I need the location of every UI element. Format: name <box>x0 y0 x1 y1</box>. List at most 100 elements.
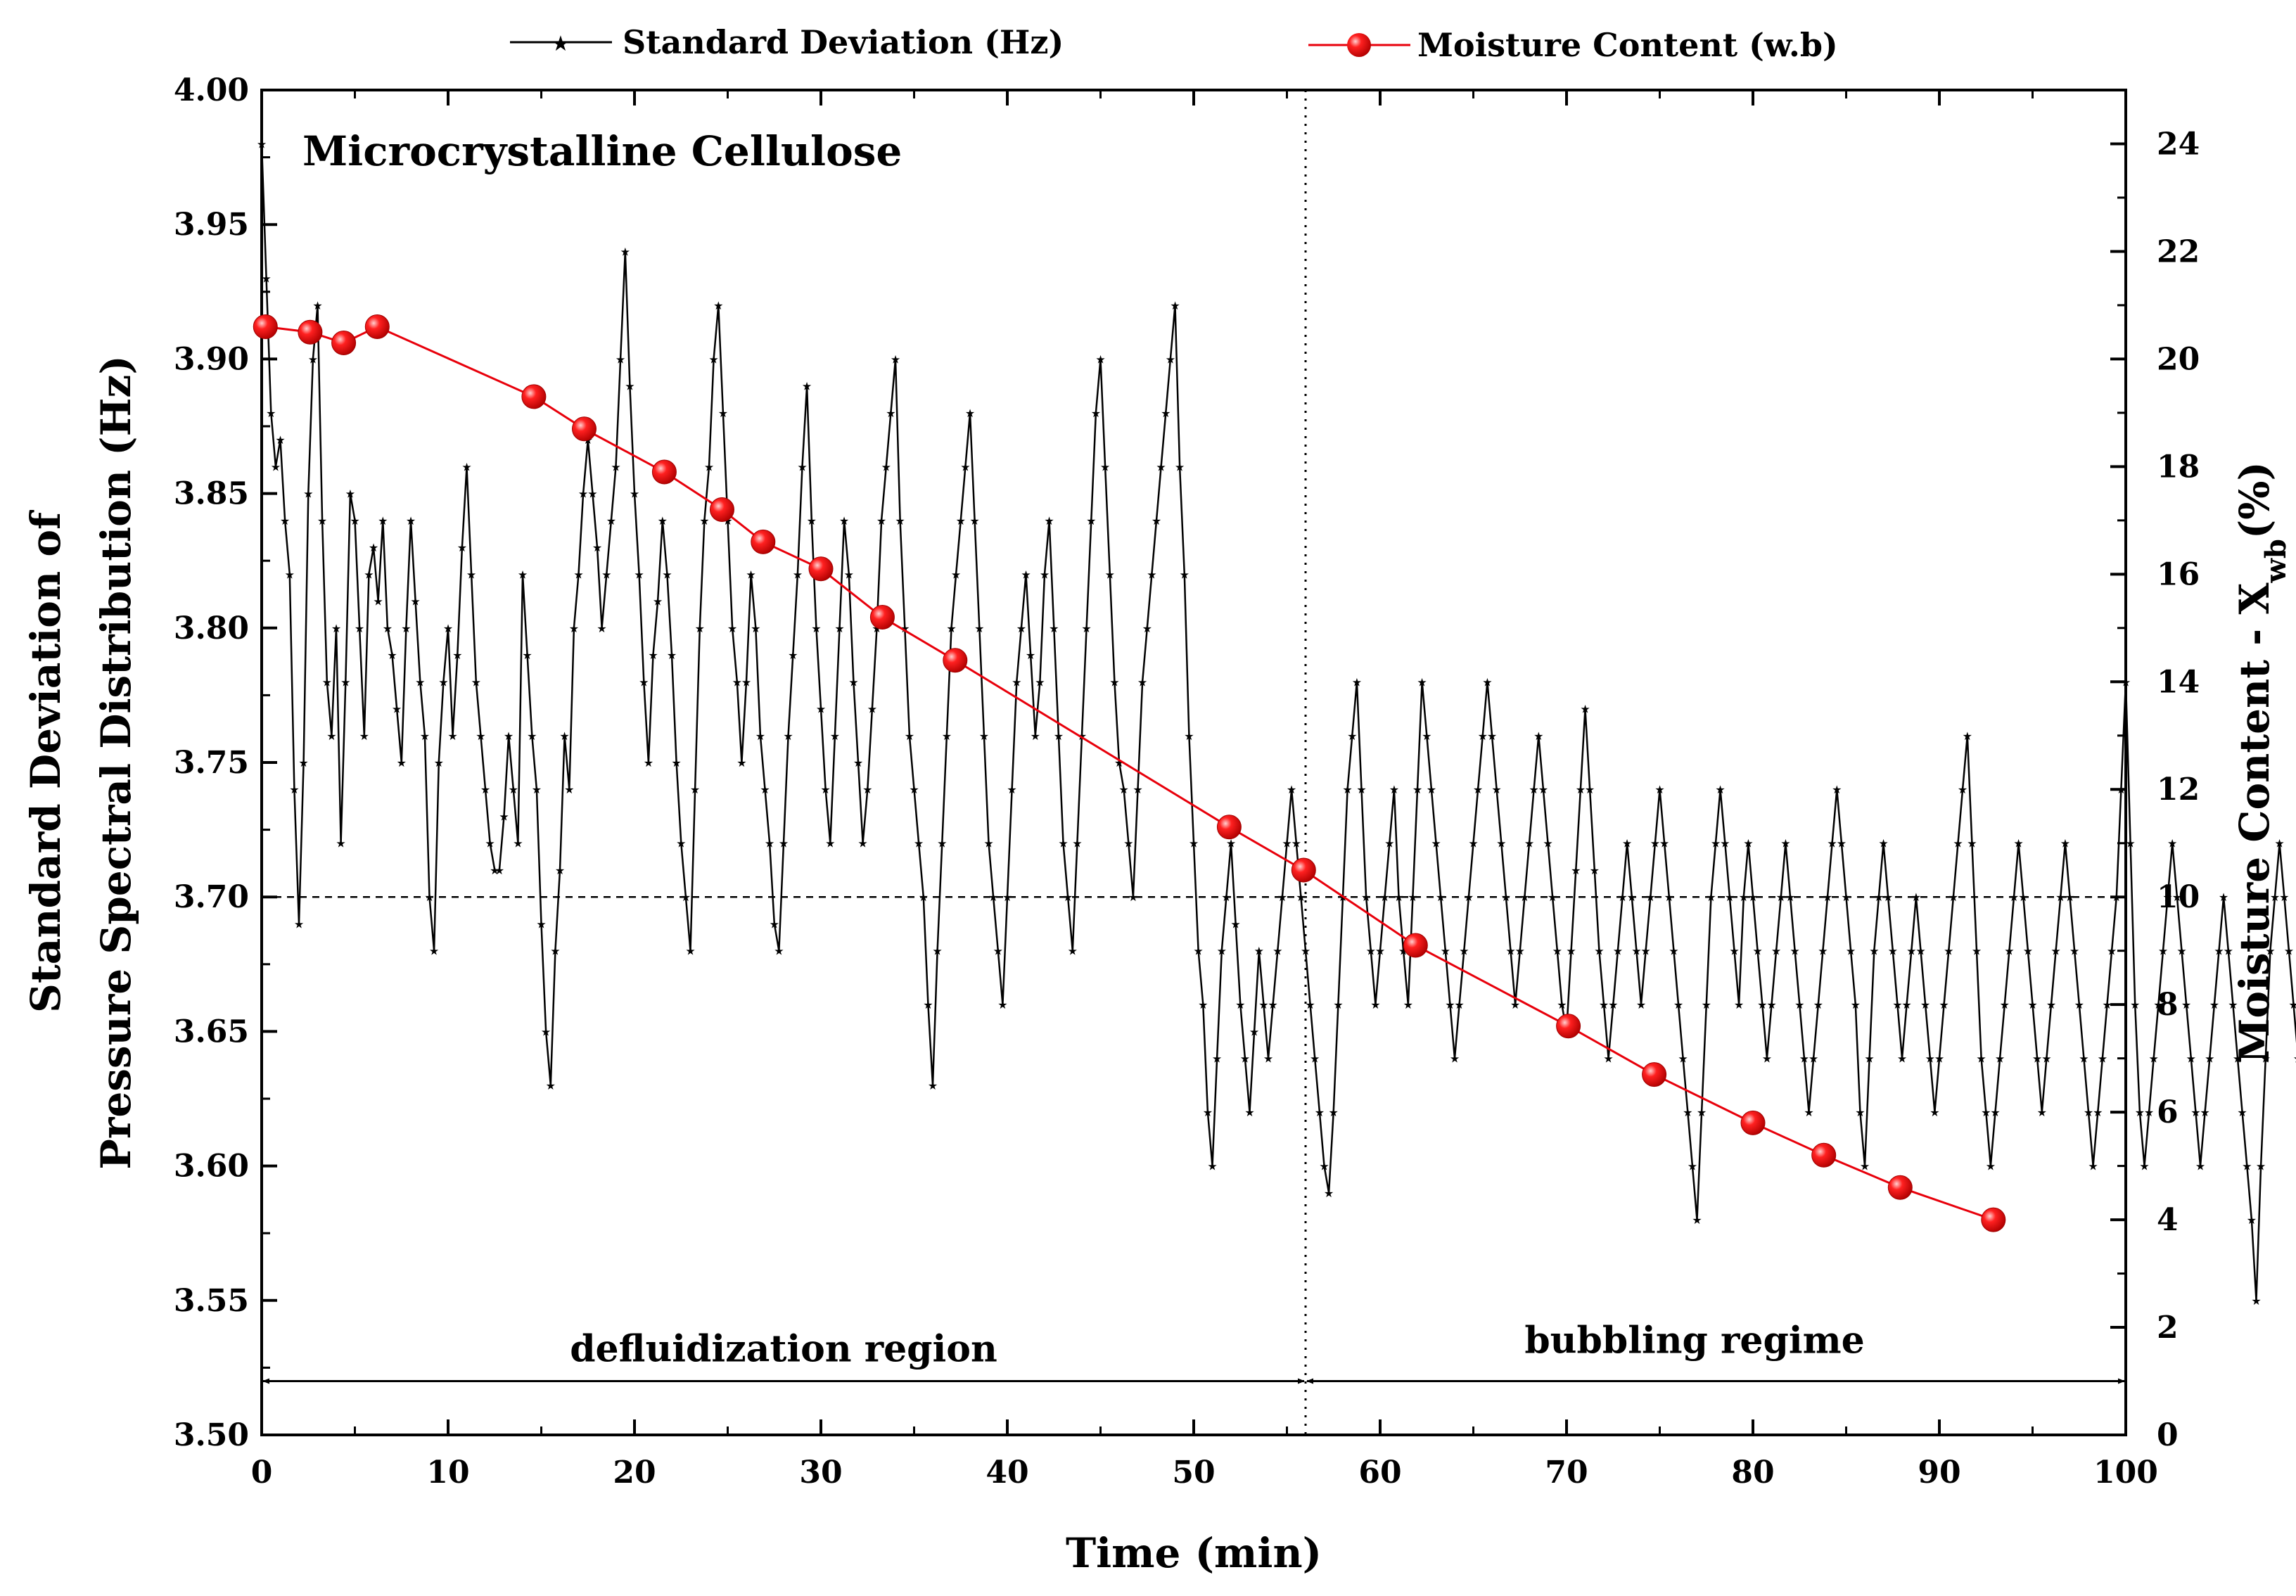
std-dev-point: ★ <box>765 837 774 850</box>
std-dev-point: ★ <box>891 352 900 366</box>
series-moisture-content <box>253 314 2006 1232</box>
std-dev-point: ★ <box>2046 998 2056 1011</box>
std-dev-point: ★ <box>1175 460 1185 473</box>
std-dev-point: ★ <box>639 675 649 689</box>
std-dev-point: ★ <box>1944 945 1953 958</box>
std-dev-point: ★ <box>1021 568 1031 581</box>
std-dev-point: ★ <box>2256 1160 2266 1173</box>
std-dev-point: ★ <box>956 514 966 528</box>
std-dev-point: ★ <box>895 514 905 528</box>
std-dev-point: ★ <box>555 864 565 877</box>
std-dev-point: ★ <box>499 810 509 824</box>
std-dev-point: ★ <box>746 568 755 581</box>
std-dev-point: ★ <box>1301 945 1310 958</box>
std-dev-point: ★ <box>1790 945 1799 958</box>
std-dev-point: ★ <box>685 945 695 958</box>
std-dev-point: ★ <box>2200 1106 2209 1119</box>
y-right-tick-label: 14 <box>2157 664 2200 700</box>
std-dev-point: ★ <box>1533 729 1543 743</box>
std-dev-point: ★ <box>2107 945 2117 958</box>
std-dev-point: ★ <box>1981 1106 1991 1119</box>
std-dev-point: ★ <box>452 649 462 662</box>
std-dev-point: ★ <box>1976 1052 1986 1066</box>
std-dev-point: ★ <box>340 675 350 689</box>
std-dev-point: ★ <box>1478 729 1488 743</box>
moisture-point <box>808 556 834 582</box>
std-dev-point: ★ <box>1640 945 1650 958</box>
moisture-point <box>1642 1062 1667 1087</box>
regions: defluidization region bubbling regime <box>262 1320 2125 1384</box>
y-left-title-line2: Pressure Spectral Distribution (Hz) <box>92 355 140 1170</box>
std-dev-point: ★ <box>1552 945 1562 958</box>
std-dev-point: ★ <box>779 837 789 850</box>
std-dev-point: ★ <box>1040 568 1050 581</box>
std-dev-point: ★ <box>1091 407 1101 420</box>
moisture-point <box>651 459 677 485</box>
std-dev-point: ★ <box>2274 837 2284 850</box>
std-dev-point: ★ <box>951 568 961 581</box>
std-dev-point: ★ <box>345 487 355 501</box>
std-dev-point: ★ <box>569 622 579 635</box>
y-left-tick-label: 3.85 <box>174 476 249 512</box>
std-dev-point: ★ <box>853 756 863 770</box>
std-dev-point: ★ <box>1590 864 1600 877</box>
std-dev-point: ★ <box>1422 729 1431 743</box>
std-dev-point: ★ <box>1031 729 1040 743</box>
moisture-point <box>521 384 547 409</box>
std-dev-point: ★ <box>1883 890 1893 904</box>
std-dev-point: ★ <box>630 487 639 501</box>
std-dev-point: ★ <box>1576 783 1586 796</box>
std-dev-point: ★ <box>760 783 770 796</box>
std-dev-point: ★ <box>1329 1106 1339 1119</box>
y-right-tick-label: 6 <box>2157 1094 2179 1130</box>
std-dev-point: ★ <box>1258 998 1268 1011</box>
y-left-title-line1: Standard Deviation of <box>22 509 70 1013</box>
std-dev-point: ★ <box>1081 622 1091 635</box>
std-dev-point: ★ <box>732 675 742 689</box>
std-dev-point: ★ <box>1333 998 1343 1011</box>
std-dev-point: ★ <box>1166 352 1175 366</box>
std-dev-point: ★ <box>662 568 672 581</box>
std-dev-point: ★ <box>1930 1106 1939 1119</box>
std-dev-point: ★ <box>1678 1052 1688 1066</box>
std-dev-point: ★ <box>1282 837 1292 850</box>
std-dev-point: ★ <box>2023 945 2033 958</box>
std-dev-point: ★ <box>518 568 528 581</box>
std-dev-point: ★ <box>1408 890 1417 904</box>
std-dev-point: ★ <box>1123 837 1133 850</box>
std-dev-point: ★ <box>1384 837 1394 850</box>
std-dev-point: ★ <box>1049 622 1059 635</box>
std-dev-point: ★ <box>312 299 322 312</box>
std-dev-point: ★ <box>2032 1052 2042 1066</box>
std-dev-point: ★ <box>1207 1160 1217 1173</box>
std-dev-point: ★ <box>1221 890 1231 904</box>
std-dev-point: ★ <box>504 729 514 743</box>
std-dev-point: ★ <box>2037 1106 2047 1119</box>
std-dev-point: ★ <box>1501 890 1511 904</box>
x-tick-label: 50 <box>1172 1455 1215 1490</box>
std-dev-point: ★ <box>2130 998 2140 1011</box>
std-dev-point: ★ <box>1827 837 1837 850</box>
std-dev-point: ★ <box>658 514 668 528</box>
bubbling-label: bubbling regime <box>1524 1320 1864 1362</box>
std-dev-point: ★ <box>1622 837 1632 850</box>
std-dev-point: ★ <box>1441 945 1450 958</box>
std-dev-point: ★ <box>2288 998 2296 1011</box>
std-dev-point: ★ <box>2237 1106 2247 1119</box>
std-dev-point: ★ <box>578 487 588 501</box>
std-dev-point: ★ <box>634 568 644 581</box>
std-dev-point: ★ <box>280 514 290 528</box>
std-dev-point: ★ <box>2069 945 2079 958</box>
std-dev-point: ★ <box>1389 783 1399 796</box>
std-dev-point: ★ <box>289 783 299 796</box>
std-dev-point: ★ <box>2195 1160 2205 1173</box>
std-dev-point: ★ <box>988 890 998 904</box>
x-tick-label: 80 <box>1731 1455 1774 1490</box>
y-right-tick-label: 4 <box>2157 1202 2179 1238</box>
y-right-title-unit: (%) <box>2231 461 2278 539</box>
std-dev-point: ★ <box>1450 1052 1460 1066</box>
std-dev-point: ★ <box>424 890 434 904</box>
std-dev-point: ★ <box>793 568 803 581</box>
std-dev-point: ★ <box>415 675 425 689</box>
std-dev-point: ★ <box>261 272 271 286</box>
